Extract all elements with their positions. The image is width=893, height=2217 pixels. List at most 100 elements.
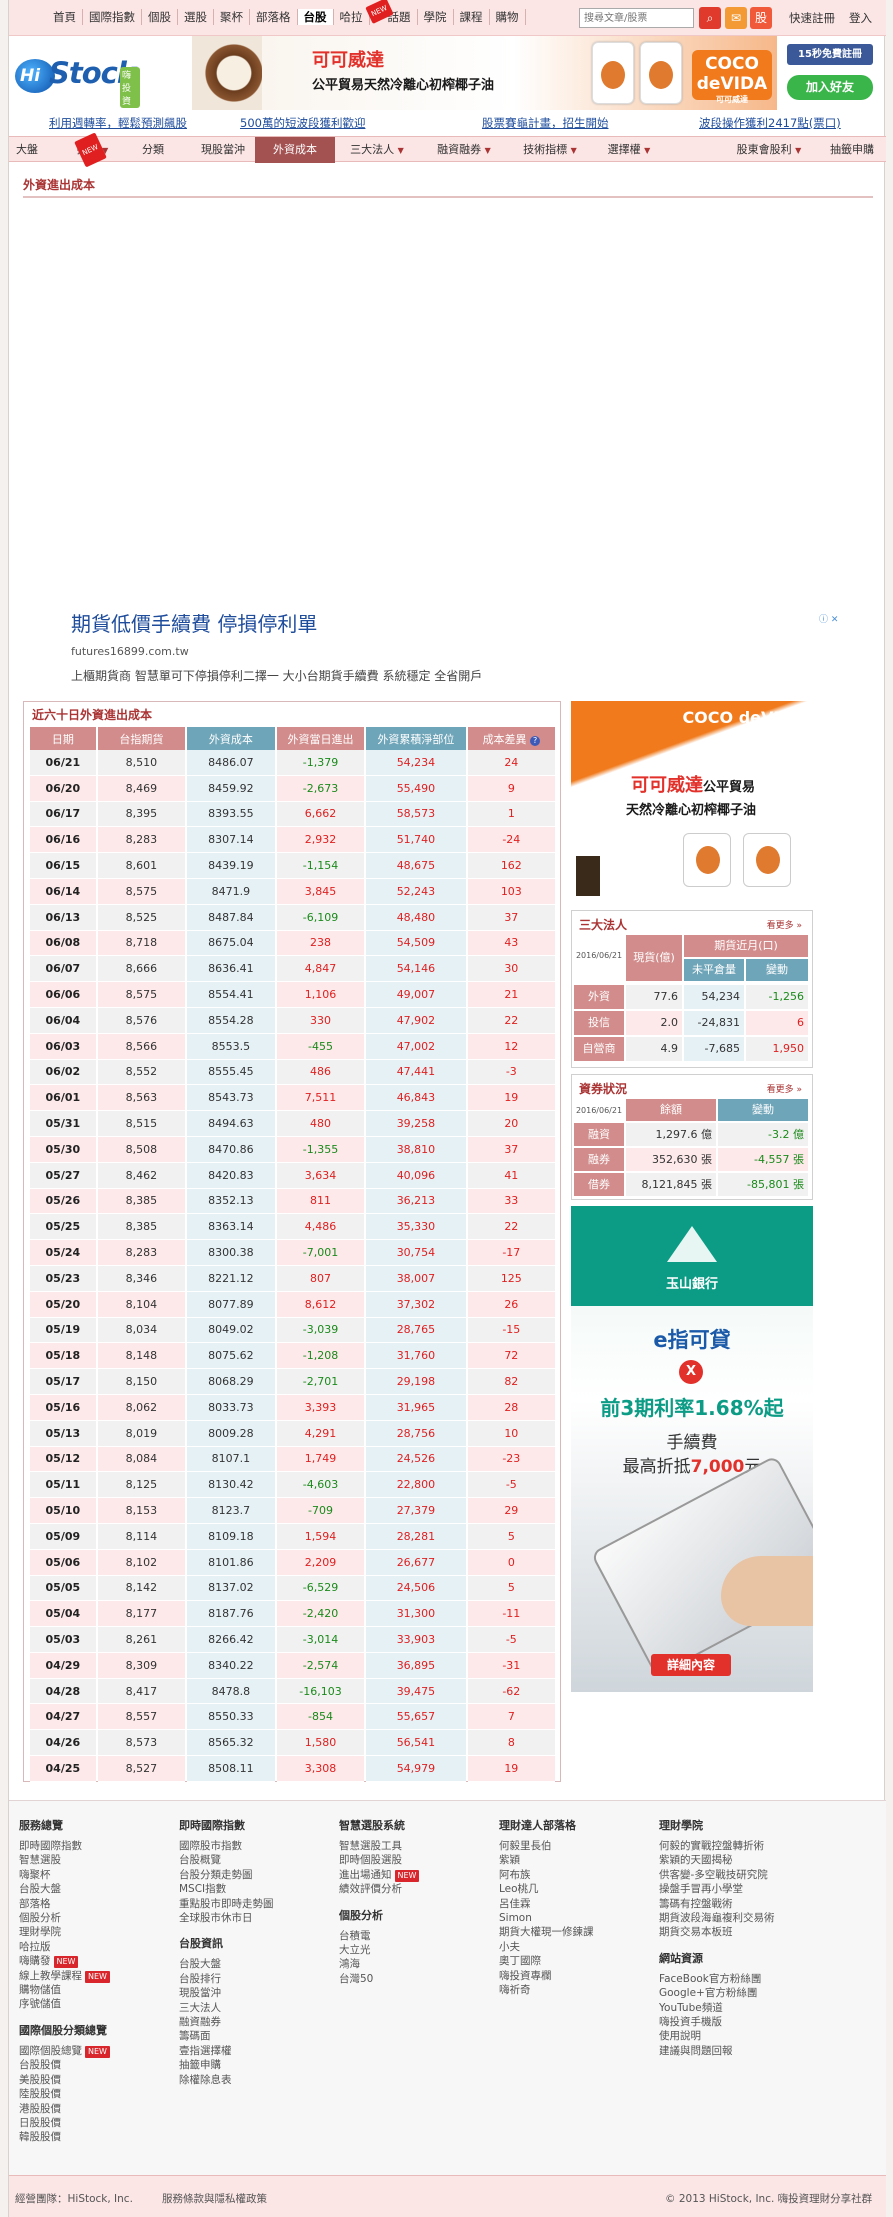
footer-link[interactable]: 嗨投資專欄: [499, 1969, 594, 1983]
bank-ad-cta-button[interactable]: 詳細內容: [651, 1654, 731, 1676]
footer-link[interactable]: 鴻海: [339, 1957, 419, 1971]
footer-link[interactable]: 台灣50: [339, 1972, 419, 1986]
footer-link[interactable]: 台股大盤: [179, 1957, 274, 1971]
footer-link[interactable]: 抽籤申購: [179, 2058, 274, 2072]
subnav-item-institutional[interactable]: 三大法人 ▼: [345, 137, 409, 163]
adchoices-icon[interactable]: ⓘ ✕: [819, 615, 839, 625]
footer-link[interactable]: 國際股市指數: [179, 1839, 274, 1853]
footer-link[interactable]: 美股股價: [19, 2073, 110, 2087]
company-link[interactable]: 經營團隊：HiStock, Inc.: [15, 2193, 133, 2205]
footer-link[interactable]: Google+官方粉絲團: [659, 1986, 775, 2000]
side-banner-ad[interactable]: COCO deVIDA 可可威達 可可威達公平貿易 天然冷離心初榨椰子油: [571, 701, 813, 901]
register-link[interactable]: 快速註冊: [789, 11, 835, 25]
footer-link[interactable]: 籌碼面: [179, 2029, 274, 2043]
footer-link[interactable]: 日股股價: [19, 2116, 110, 2130]
footer-link[interactable]: 紫穎: [499, 1853, 594, 1867]
top-nav-item[interactable]: 台股: [297, 9, 334, 25]
line-add-friend-button[interactable]: 加入好友: [787, 75, 873, 100]
footer-link[interactable]: YouTube頻道: [659, 2001, 775, 2015]
footer-link[interactable]: 融資融券: [179, 2015, 274, 2029]
footer-link[interactable]: 何毅里長伯: [499, 1839, 594, 1853]
footer-link[interactable]: 進出場通知 NEW: [339, 1868, 420, 1882]
footer-link[interactable]: 紫穎的天國揭秘: [659, 1853, 775, 1867]
google-ad-headline[interactable]: 期貨低價手續費 停損停利單: [71, 612, 318, 636]
footer-link[interactable]: 理財學院: [19, 1925, 110, 1939]
footer-link[interactable]: MSCI指數: [179, 1882, 274, 1896]
institutional-more-link[interactable]: 看更多 »: [767, 918, 802, 931]
promo-link[interactable]: 波段操作獲利2417點(票口): [699, 116, 841, 130]
footer-link[interactable]: Leo桃几: [499, 1882, 594, 1896]
footer-link[interactable]: 供客變-多空戰技研究院: [659, 1868, 775, 1882]
subnav-item-market[interactable]: 大盤: [11, 137, 43, 163]
subnav-item-daytrade[interactable]: 現股當沖: [191, 137, 255, 163]
subnav-item-margin[interactable]: 融資融券 ▼: [429, 137, 499, 163]
footer-link[interactable]: 小夫: [499, 1940, 594, 1954]
footer-link[interactable]: 即時個股選股: [339, 1853, 419, 1867]
top-nav-item[interactable]: 首頁: [47, 9, 83, 25]
top-nav-item[interactable]: 個股: [142, 9, 178, 25]
top-nav-item[interactable]: 哈拉: [334, 9, 370, 25]
footer-link[interactable]: 即時國際指數: [19, 1839, 110, 1853]
footer-link[interactable]: 嗨祈奇: [499, 1983, 594, 1997]
top-nav-item[interactable]: 國際指數: [83, 9, 142, 25]
help-icon[interactable]: ?: [530, 735, 541, 746]
footer-link[interactable]: 建議與問題回報: [659, 2044, 775, 2058]
footer-link[interactable]: 台股排行: [179, 1972, 274, 1986]
search-input[interactable]: [579, 8, 694, 28]
search-icon[interactable]: ⌕: [699, 7, 721, 29]
footer-link[interactable]: 阿布族: [499, 1868, 594, 1882]
footer-link[interactable]: 哈拉版: [19, 1940, 110, 1954]
promo-link[interactable]: 利用週轉率，輕鬆預測飆股: [49, 116, 187, 130]
top-banner-ad[interactable]: 可可威達 公平貿易天然冷離心初榨椰子油 COCO deVIDA 可可威達: [192, 36, 777, 110]
footer-link[interactable]: 期貨大權現一修鍊課: [499, 1925, 594, 1939]
margin-more-link[interactable]: 看更多 »: [767, 1082, 802, 1095]
footer-link[interactable]: 奧丁國際: [499, 1954, 594, 1968]
footer-link[interactable]: 除權除息表: [179, 2073, 274, 2087]
top-nav-item[interactable]: 部落格: [250, 9, 298, 25]
login-link[interactable]: 登入: [849, 11, 872, 25]
footer-link[interactable]: 台股大盤: [19, 1882, 110, 1896]
terms-link[interactable]: 服務條款與隱私權政策: [162, 2193, 267, 2205]
footer-link[interactable]: 國際個股總覽 NEW: [19, 2044, 110, 2058]
top-nav-item[interactable]: NEW 話題: [364, 0, 418, 25]
subnav-item-lottery[interactable]: 抽籤申購: [824, 137, 880, 163]
footer-link[interactable]: FaceBook官方粉絲團: [659, 1972, 775, 1986]
footer-link[interactable]: 大立光: [339, 1943, 419, 1957]
subnav-item-technical[interactable]: 技術指標 ▼: [515, 137, 585, 163]
footer-link[interactable]: 現股當沖: [179, 1986, 274, 2000]
footer-link[interactable]: 購物儲值: [19, 1983, 110, 1997]
footer-link[interactable]: 全球股市休市日: [179, 1911, 274, 1925]
footer-link[interactable]: 部落格: [19, 1897, 110, 1911]
footer-link[interactable]: 呂佳霖: [499, 1897, 594, 1911]
footer-link[interactable]: 使用說明: [659, 2029, 775, 2043]
footer-link[interactable]: 嗨購發 NEW: [19, 1954, 110, 1969]
footer-link[interactable]: 台積電: [339, 1929, 419, 1943]
footer-link[interactable]: 台股分類走勢圖: [179, 1868, 274, 1882]
promo-link[interactable]: 股票賽龜計畫，招生開始: [482, 116, 609, 130]
subnav-item-options[interactable]: 選擇權 ▼: [601, 137, 657, 163]
histock-logo[interactable]: Hi Stock 嗨投資: [15, 54, 140, 108]
facebook-register-button[interactable]: 15秒免費註冊: [787, 44, 873, 65]
footer-link[interactable]: 韓股股價: [19, 2130, 110, 2144]
footer-link[interactable]: 台股概覽: [179, 1853, 274, 1867]
footer-link[interactable]: 陸股股價: [19, 2087, 110, 2101]
subnav-item-ranking[interactable]: NEW排行 ▼: [65, 132, 120, 168]
subnav-item-dividend[interactable]: 股東會股利 ▼: [727, 137, 811, 163]
promo-link[interactable]: 500萬的短波段獲利歡迎: [240, 116, 366, 130]
footer-link[interactable]: 嗨聚杯: [19, 1868, 110, 1882]
top-nav-item[interactable]: 選股: [178, 9, 214, 25]
footer-link[interactable]: 序號儲值: [19, 1997, 110, 2011]
stock-icon[interactable]: 股: [750, 7, 772, 29]
top-nav-item[interactable]: 學院: [418, 9, 454, 25]
footer-link[interactable]: 重點股市即時走勢圖: [179, 1897, 274, 1911]
footer-link[interactable]: 操盤手冒再小學堂: [659, 1882, 775, 1896]
top-nav-item[interactable]: 聚杯: [214, 9, 250, 25]
footer-link[interactable]: 籌碼有控盤戰術: [659, 1897, 775, 1911]
top-nav-item[interactable]: 購物: [490, 9, 526, 25]
footer-link[interactable]: 嗨投資手機版: [659, 2015, 775, 2029]
footer-link[interactable]: 線上教學課程 NEW: [19, 1969, 110, 1983]
footer-link[interactable]: 智慧選股: [19, 1853, 110, 1867]
footer-link[interactable]: 何毅的實戰控盤轉折術: [659, 1839, 775, 1853]
subnav-item-foreign-cost[interactable]: 外資成本: [255, 137, 335, 163]
footer-link[interactable]: 智慧選股工具: [339, 1839, 419, 1853]
